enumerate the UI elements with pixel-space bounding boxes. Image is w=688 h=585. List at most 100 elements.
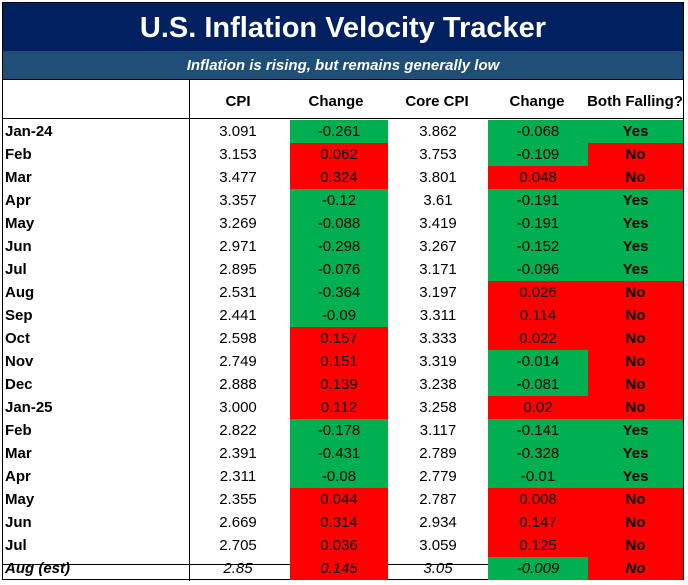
- cpi-change-value: -0.431: [290, 442, 388, 465]
- both-falling-value: No: [588, 166, 683, 189]
- row-label: Dec: [5, 376, 33, 393]
- both-falling-value: No: [588, 488, 683, 511]
- table-row: Nov 2.749 0.151 3.319 -0.014 No: [3, 350, 683, 373]
- cpi-change-value: -0.364: [290, 281, 388, 304]
- cpi-change-value: -0.298: [290, 235, 388, 258]
- row-label: Aug (est): [5, 560, 70, 577]
- both-falling-value: Yes: [588, 258, 683, 281]
- core-change-value: 0.022: [488, 327, 588, 350]
- both-falling-value: Yes: [588, 189, 683, 212]
- core-cpi-value: 3.05: [423, 560, 453, 577]
- cpi-value: 3.153: [219, 146, 257, 163]
- cpi-change-value: 0.314: [290, 511, 388, 534]
- row-label: May: [5, 215, 35, 232]
- core-cpi-value: 3.753: [419, 146, 457, 163]
- header-row: CPI Change Core CPI Change Both Falling?: [3, 79, 683, 119]
- cpi-value: 2.705: [219, 537, 257, 554]
- table-row: Dec 2.888 0.139 3.238 -0.081 No: [3, 373, 683, 396]
- cpi-change-value: 0.157: [290, 327, 388, 350]
- table-row: Jul 2.705 0.036 3.059 0.125 No: [3, 534, 683, 557]
- cpi-value: 3.477: [219, 169, 257, 186]
- core-cpi-value: 2.787: [419, 491, 457, 508]
- row-label: Oct: [5, 330, 31, 347]
- header-cpi: CPI: [225, 93, 251, 110]
- cpi-change-value: 0.062: [290, 143, 388, 166]
- core-cpi-value: 2.934: [419, 514, 457, 531]
- both-falling-value: No: [588, 350, 683, 373]
- core-change-value: 0.147: [488, 511, 588, 534]
- core-cpi-value: 2.789: [419, 445, 457, 462]
- cpi-change-value: -0.076: [290, 258, 388, 281]
- table-row: Oct 2.598 0.157 3.333 0.022 No: [3, 327, 683, 350]
- both-falling-value: Yes: [588, 235, 683, 258]
- core-cpi-value: 3.801: [419, 169, 457, 186]
- cpi-change-value: -0.08: [290, 465, 388, 488]
- cpi-change-value: -0.261: [290, 120, 388, 143]
- core-cpi-value: 3.171: [419, 261, 457, 278]
- core-cpi-value: 3.61: [423, 192, 453, 209]
- both-falling-value: No: [588, 534, 683, 557]
- cpi-value: 2.598: [219, 330, 257, 347]
- both-falling-value: Yes: [588, 212, 683, 235]
- row-label: Jun: [5, 514, 32, 531]
- table-row: Aug (est) 2.85 0.145 3.05 -0.009 No: [3, 557, 683, 580]
- cpi-value: 2.822: [219, 422, 257, 439]
- cpi-value: 3.091: [219, 123, 257, 140]
- core-change-value: -0.081: [488, 373, 588, 396]
- table-row: Aug 2.531 -0.364 3.197 0.026 No: [3, 281, 683, 304]
- both-falling-value: No: [588, 396, 683, 419]
- table-row: Jun 2.669 0.314 2.934 0.147 No: [3, 511, 683, 534]
- row-label: Feb: [5, 146, 32, 163]
- table-row: Feb 2.822 -0.178 3.117 -0.141 Yes: [3, 419, 683, 442]
- table-body: Jan-24 3.091 -0.261 3.862 -0.068 Yes Feb 3.153 0…: [3, 120, 683, 580]
- core-change-value: -0.152: [488, 235, 588, 258]
- core-cpi-value: 3.333: [419, 330, 457, 347]
- row-label: Nov: [5, 353, 34, 370]
- cpi-change-value: -0.178: [290, 419, 388, 442]
- row-label: Aug: [5, 284, 35, 301]
- both-falling-value: No: [588, 143, 683, 166]
- row-label: Mar: [5, 169, 32, 186]
- both-falling-value: Yes: [588, 442, 683, 465]
- header-both-falling: Both Falling?: [587, 93, 683, 110]
- table-row: May 2.355 0.044 2.787 0.008 No: [3, 488, 683, 511]
- core-cpi-value: 2.779: [419, 468, 457, 485]
- core-change-value: -0.096: [488, 258, 588, 281]
- cpi-change-value: 0.036: [290, 534, 388, 557]
- cpi-change-value: 0.112: [290, 396, 388, 419]
- table-row: Jun 2.971 -0.298 3.267 -0.152 Yes: [3, 235, 683, 258]
- cpi-value: 3.269: [219, 215, 257, 232]
- both-falling-value: No: [588, 304, 683, 327]
- column-divider: [189, 79, 190, 581]
- row-label: Apr: [5, 468, 31, 485]
- cpi-value: 2.749: [219, 353, 257, 370]
- row-label: Apr: [5, 192, 31, 209]
- cpi-value: 2.669: [219, 514, 257, 531]
- core-change-value: -0.01: [488, 465, 588, 488]
- both-falling-value: No: [588, 557, 683, 580]
- core-change-value: -0.141: [488, 419, 588, 442]
- core-cpi-value: 3.059: [419, 537, 457, 554]
- table-row: Apr 3.357 -0.12 3.61 -0.191 Yes: [3, 189, 683, 212]
- header-core-cpi: Core CPI: [405, 93, 469, 110]
- both-falling-value: Yes: [588, 419, 683, 442]
- cpi-value: 2.355: [219, 491, 257, 508]
- cpi-value: 3.000: [219, 399, 257, 416]
- core-change-value: 0.008: [488, 488, 588, 511]
- core-change-value: -0.191: [488, 189, 588, 212]
- core-change-value: -0.109: [488, 143, 588, 166]
- cpi-change-value: -0.088: [290, 212, 388, 235]
- cpi-change-value: 0.139: [290, 373, 388, 396]
- row-label: Jan-25: [5, 399, 53, 416]
- core-change-value: -0.009: [488, 557, 588, 580]
- table-row: Sep 2.441 -0.09 3.311 0.114 No: [3, 304, 683, 327]
- header-cpi-change: Change: [308, 93, 364, 110]
- core-cpi-value: 3.319: [419, 353, 457, 370]
- cpi-value: 2.441: [219, 307, 257, 324]
- row-label: Jul: [5, 537, 27, 554]
- cpi-change-value: 0.324: [290, 166, 388, 189]
- row-label: Mar: [5, 445, 32, 462]
- core-change-value: 0.114: [488, 304, 588, 327]
- core-cpi-value: 3.419: [419, 215, 457, 232]
- both-falling-value: Yes: [588, 120, 683, 143]
